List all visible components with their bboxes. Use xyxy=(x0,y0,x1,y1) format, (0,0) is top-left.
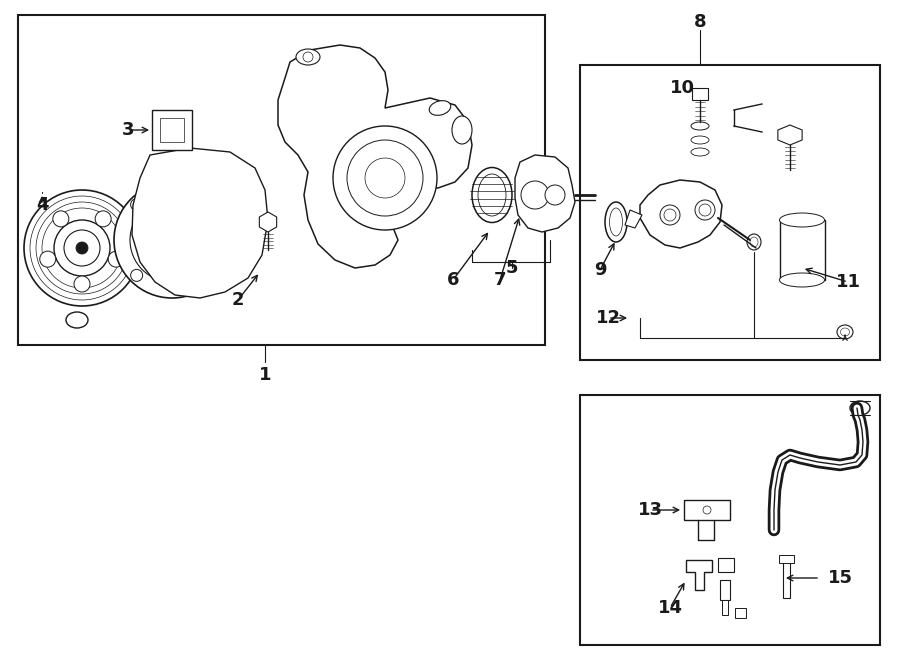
Circle shape xyxy=(202,199,213,211)
Text: 15: 15 xyxy=(827,569,852,587)
Bar xyxy=(684,500,730,520)
Bar xyxy=(692,88,708,100)
Text: 1: 1 xyxy=(259,366,271,384)
Text: 9: 9 xyxy=(594,261,607,279)
Text: 3: 3 xyxy=(122,121,134,139)
Bar xyxy=(720,580,730,600)
Circle shape xyxy=(150,218,194,262)
Ellipse shape xyxy=(779,213,824,227)
Circle shape xyxy=(54,220,110,276)
Polygon shape xyxy=(515,155,575,232)
Circle shape xyxy=(162,230,182,250)
Circle shape xyxy=(333,126,437,230)
Bar xyxy=(580,65,880,360)
Bar xyxy=(160,118,184,142)
Ellipse shape xyxy=(747,234,761,250)
Bar xyxy=(779,555,794,563)
Bar xyxy=(735,608,746,618)
Bar xyxy=(718,558,734,572)
Circle shape xyxy=(130,269,142,281)
Bar xyxy=(18,15,545,345)
Bar xyxy=(152,110,192,150)
Ellipse shape xyxy=(691,136,709,144)
Text: 5: 5 xyxy=(506,259,518,277)
Ellipse shape xyxy=(841,328,850,336)
Ellipse shape xyxy=(296,49,320,65)
Text: 4: 4 xyxy=(36,196,49,214)
Ellipse shape xyxy=(691,148,709,156)
Ellipse shape xyxy=(837,325,853,339)
Circle shape xyxy=(36,202,128,294)
Text: 10: 10 xyxy=(670,79,695,97)
Polygon shape xyxy=(278,45,472,268)
Circle shape xyxy=(545,185,565,205)
Circle shape xyxy=(660,205,680,225)
Polygon shape xyxy=(259,212,276,232)
Circle shape xyxy=(24,190,140,306)
Circle shape xyxy=(30,196,134,300)
Text: 14: 14 xyxy=(658,599,682,617)
Text: 7: 7 xyxy=(494,271,507,289)
Circle shape xyxy=(95,211,112,227)
Circle shape xyxy=(347,140,423,216)
Text: 11: 11 xyxy=(835,273,860,291)
Ellipse shape xyxy=(478,174,506,216)
Ellipse shape xyxy=(429,101,451,115)
Polygon shape xyxy=(625,210,642,228)
Circle shape xyxy=(521,181,549,209)
Circle shape xyxy=(130,199,142,211)
Polygon shape xyxy=(778,125,802,145)
Polygon shape xyxy=(686,560,712,590)
Ellipse shape xyxy=(66,312,88,328)
Bar xyxy=(722,600,728,615)
Circle shape xyxy=(114,182,230,298)
Ellipse shape xyxy=(605,202,627,242)
Text: 12: 12 xyxy=(596,309,620,327)
Circle shape xyxy=(64,230,100,266)
Circle shape xyxy=(74,276,90,292)
Circle shape xyxy=(699,204,711,216)
Circle shape xyxy=(108,251,124,267)
Text: 6: 6 xyxy=(446,271,459,289)
Ellipse shape xyxy=(691,122,709,130)
Circle shape xyxy=(130,198,214,282)
Ellipse shape xyxy=(750,237,758,247)
Circle shape xyxy=(42,208,122,288)
Circle shape xyxy=(695,200,715,220)
Bar xyxy=(780,220,825,280)
Text: 8: 8 xyxy=(694,13,706,31)
Ellipse shape xyxy=(472,167,512,222)
Ellipse shape xyxy=(609,208,623,236)
Circle shape xyxy=(40,251,56,267)
Bar xyxy=(783,560,790,598)
Circle shape xyxy=(76,242,88,254)
Text: 2: 2 xyxy=(232,291,244,309)
Circle shape xyxy=(53,211,68,227)
Polygon shape xyxy=(640,180,722,248)
Circle shape xyxy=(303,52,313,62)
Bar xyxy=(580,395,880,645)
Polygon shape xyxy=(132,148,268,298)
Ellipse shape xyxy=(850,401,870,415)
Circle shape xyxy=(365,158,405,198)
Circle shape xyxy=(202,269,213,281)
Text: 13: 13 xyxy=(637,501,662,519)
Ellipse shape xyxy=(779,273,824,287)
Ellipse shape xyxy=(452,116,472,144)
Circle shape xyxy=(703,506,711,514)
Circle shape xyxy=(664,209,676,221)
